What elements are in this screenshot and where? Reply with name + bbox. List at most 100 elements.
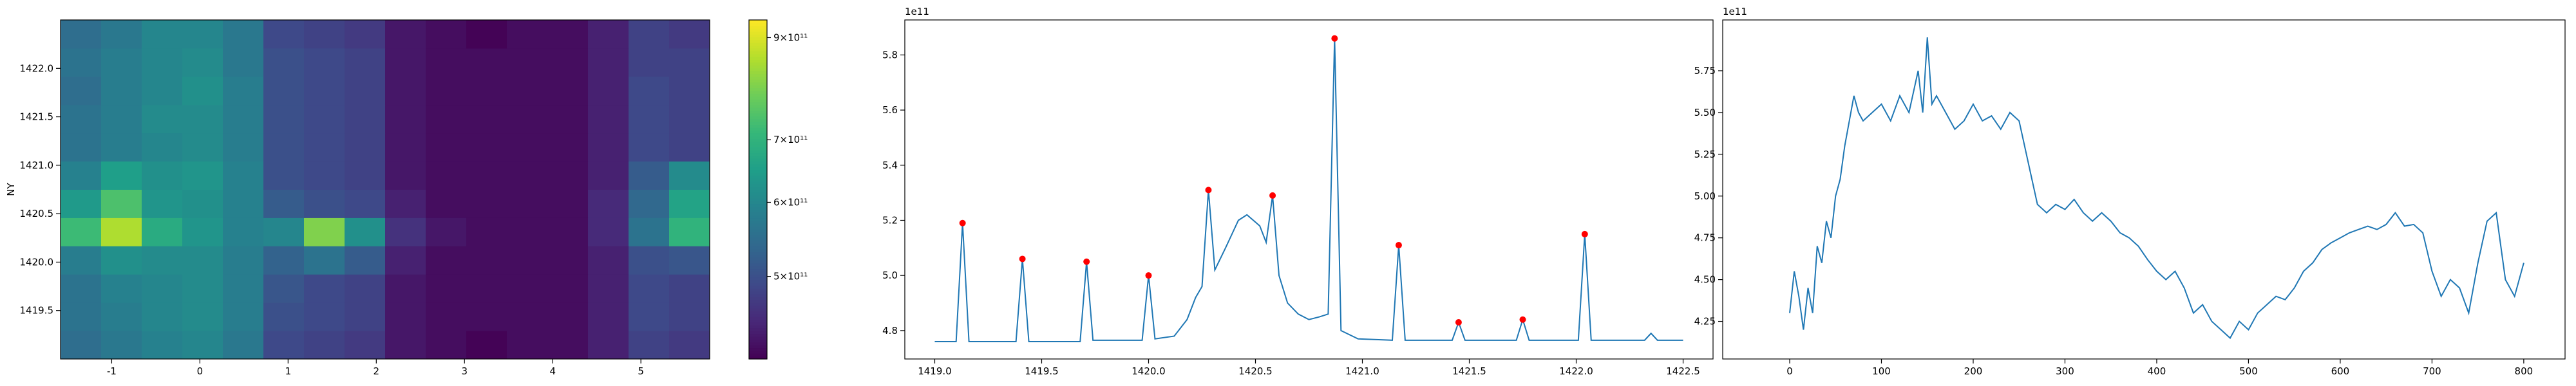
heatmap-cell <box>182 189 223 218</box>
heatmap-cell <box>223 48 264 77</box>
x-tick-label: 1 <box>285 365 292 377</box>
colorbar-swatch <box>749 280 767 284</box>
colorbar-swatch <box>749 209 767 213</box>
colorbar-swatch <box>749 33 767 37</box>
colorbar-swatch <box>749 237 767 241</box>
colorbar-swatch <box>749 203 767 207</box>
colorbar-swatch <box>749 42 767 46</box>
colorbar-swatch <box>749 93 767 97</box>
colorbar-swatch <box>749 252 767 255</box>
heatmap-cell <box>304 302 345 331</box>
x-tick-label: 1420.5 <box>1238 365 1273 377</box>
colorbar-swatch <box>749 220 767 224</box>
axes-frame <box>1722 19 2566 360</box>
heatmap-cell <box>101 217 142 246</box>
heatmap-cell <box>385 20 426 49</box>
heatmap-cell <box>142 161 183 190</box>
heatmap-cell <box>263 104 305 134</box>
colorbar-swatch <box>749 201 767 205</box>
heatmap-cell <box>547 331 589 360</box>
colorbar-swatch <box>749 319 767 323</box>
heatmap-cell <box>385 274 426 303</box>
heatmap-cell <box>142 133 183 162</box>
heatmap-cell <box>466 246 507 275</box>
colorbar-swatch <box>749 260 767 264</box>
colorbar-swatch <box>749 172 767 176</box>
heatmap-cell <box>669 189 710 218</box>
colorbar-swatch <box>749 175 767 179</box>
colorbar-swatch <box>749 73 767 77</box>
heatmap-cell <box>466 274 507 303</box>
y-tick-label: 1420.0 <box>20 256 54 268</box>
heatmap-cell <box>223 133 264 162</box>
heatmap-cell <box>547 104 589 134</box>
colorbar-swatch <box>749 48 767 51</box>
heatmap-cell <box>304 189 345 218</box>
heatmap-cell <box>182 20 223 49</box>
heatmap-cell <box>466 217 507 246</box>
colorbar-swatch <box>749 25 767 29</box>
heatmap-cell <box>669 274 710 303</box>
colorbar-swatch <box>749 234 767 238</box>
heatmap-cell <box>345 217 386 246</box>
heatmap-cell <box>223 104 264 134</box>
heatmap-cell <box>304 20 345 49</box>
heatmap-cell <box>223 246 264 275</box>
heatmap-cell <box>61 331 102 360</box>
heatmap-cell <box>304 274 345 303</box>
colorbar-swatch <box>749 122 767 125</box>
y-tick-label: 5.0 <box>882 270 898 281</box>
heatmap-cell <box>142 246 183 275</box>
heatmap-cell <box>263 331 305 360</box>
colorbar-swatch <box>749 195 767 199</box>
colorbar-swatch <box>749 31 767 35</box>
heatmap-cell <box>61 274 102 303</box>
x-tick-label: 200 <box>1964 365 1983 377</box>
colorbar-swatch <box>749 90 767 94</box>
heatmap-cell <box>101 76 142 106</box>
heatmap-cell <box>426 20 467 49</box>
colorbar-swatch <box>749 169 767 173</box>
colorbar-swatch <box>749 345 767 349</box>
x-tick-label: 1419.5 <box>1025 365 1059 377</box>
heatmap-cell <box>507 217 548 246</box>
heatmap-cell <box>507 104 548 134</box>
colorbar-swatch <box>749 113 767 116</box>
colorbar-swatch <box>749 317 767 320</box>
colorbar-swatch <box>749 192 767 196</box>
colorbar-swatch <box>749 68 767 71</box>
heatmap-cell <box>345 76 386 106</box>
heatmap-cell <box>385 76 426 106</box>
heatmap-cell <box>426 217 467 246</box>
heatmap-cell <box>61 48 102 77</box>
colorbar-tick-label: 9×10¹¹ <box>773 32 808 43</box>
colorbar-swatch <box>749 96 767 100</box>
heatmap-cell <box>385 161 426 190</box>
heatmap-cell <box>223 217 264 246</box>
y-tick-label: 5.4 <box>882 160 898 171</box>
heatmap-cell <box>345 161 386 190</box>
peak-marker <box>1581 230 1588 237</box>
heatmap-cell <box>61 302 102 331</box>
y-tick-label: 5.50 <box>1694 107 1716 118</box>
y-tick-label: 4.75 <box>1694 232 1716 244</box>
colorbar-swatch <box>749 243 767 246</box>
y-tick-label: 5.00 <box>1694 190 1716 202</box>
heatmap-cell <box>263 246 305 275</box>
colorbar-swatch <box>749 76 767 80</box>
heatmap-cell <box>426 189 467 218</box>
heatmap-cell <box>466 189 507 218</box>
colorbar-swatch <box>749 313 767 317</box>
colorbar-swatch <box>749 62 767 66</box>
heatmap-cell <box>345 48 386 77</box>
heatmap-cell <box>629 331 670 360</box>
colorbar-swatch <box>749 53 767 57</box>
colorbar-swatch <box>749 262 767 266</box>
peak-marker <box>1205 187 1212 194</box>
heatmap-cell <box>101 104 142 134</box>
heatmap-cell <box>142 217 183 246</box>
colorbar-swatch <box>749 178 767 181</box>
heatmap-cell <box>426 133 467 162</box>
heatmap-cell <box>629 302 670 331</box>
line-series <box>934 38 1683 343</box>
